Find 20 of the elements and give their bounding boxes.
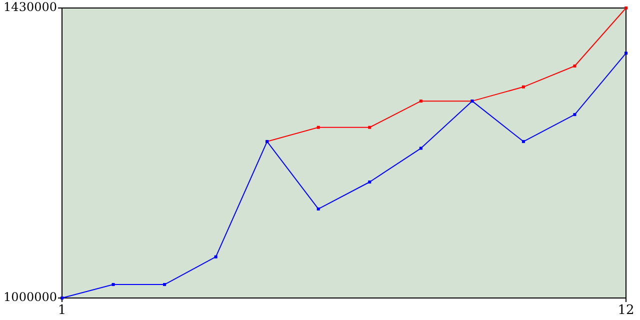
point [419,146,422,150]
point [214,255,218,258]
point [573,113,576,116]
x-tick-label: 12 [618,303,634,318]
point [522,85,525,88]
y-tick-label: 1430000 [4,0,57,14]
point [522,140,525,144]
x-tick-label: 1 [58,303,66,318]
y-tick-label: 1000000 [4,290,57,304]
point [316,207,320,210]
point [419,100,422,103]
point [112,283,115,286]
point [368,180,372,184]
point [316,126,320,129]
point [163,283,166,286]
point [368,126,372,129]
point [573,64,576,68]
line-series [266,6,628,144]
line-series [60,52,628,300]
point [624,52,628,55]
